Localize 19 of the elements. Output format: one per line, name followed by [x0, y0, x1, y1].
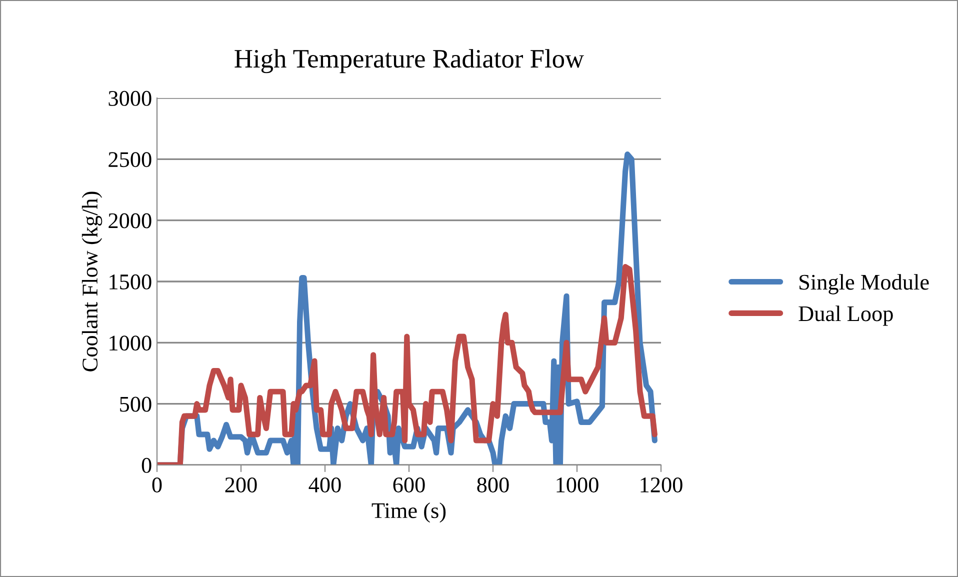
chart-title: High Temperature Radiator Flow: [234, 49, 584, 74]
legend-label: Dual Loop: [798, 306, 893, 326]
x-tick-label: 800: [477, 477, 509, 492]
x-tick-label: 400: [308, 477, 341, 492]
x-tick-label: 0: [152, 477, 162, 492]
legend-label: Single Module: [800, 274, 929, 294]
y-tick-label: 500: [120, 396, 152, 412]
x-tick-label: 200: [225, 477, 257, 492]
x-tick-label: 1000: [556, 477, 598, 492]
x-tick-label: 600: [393, 477, 425, 492]
x-tick-label: 1200: [640, 477, 682, 492]
y-tick-label: 1000: [110, 336, 152, 351]
y-tick-label: 3000: [108, 90, 152, 106]
y-axis-title: Coolant Flow (kg/h): [82, 192, 102, 372]
y-tick-label: 2000: [108, 213, 152, 228]
x-axis-title: Time (s): [372, 502, 446, 523]
y-tick-label: 0: [142, 458, 152, 473]
y-tick-label: 2500: [108, 152, 152, 168]
y-tick-label: 1500: [110, 274, 152, 290]
